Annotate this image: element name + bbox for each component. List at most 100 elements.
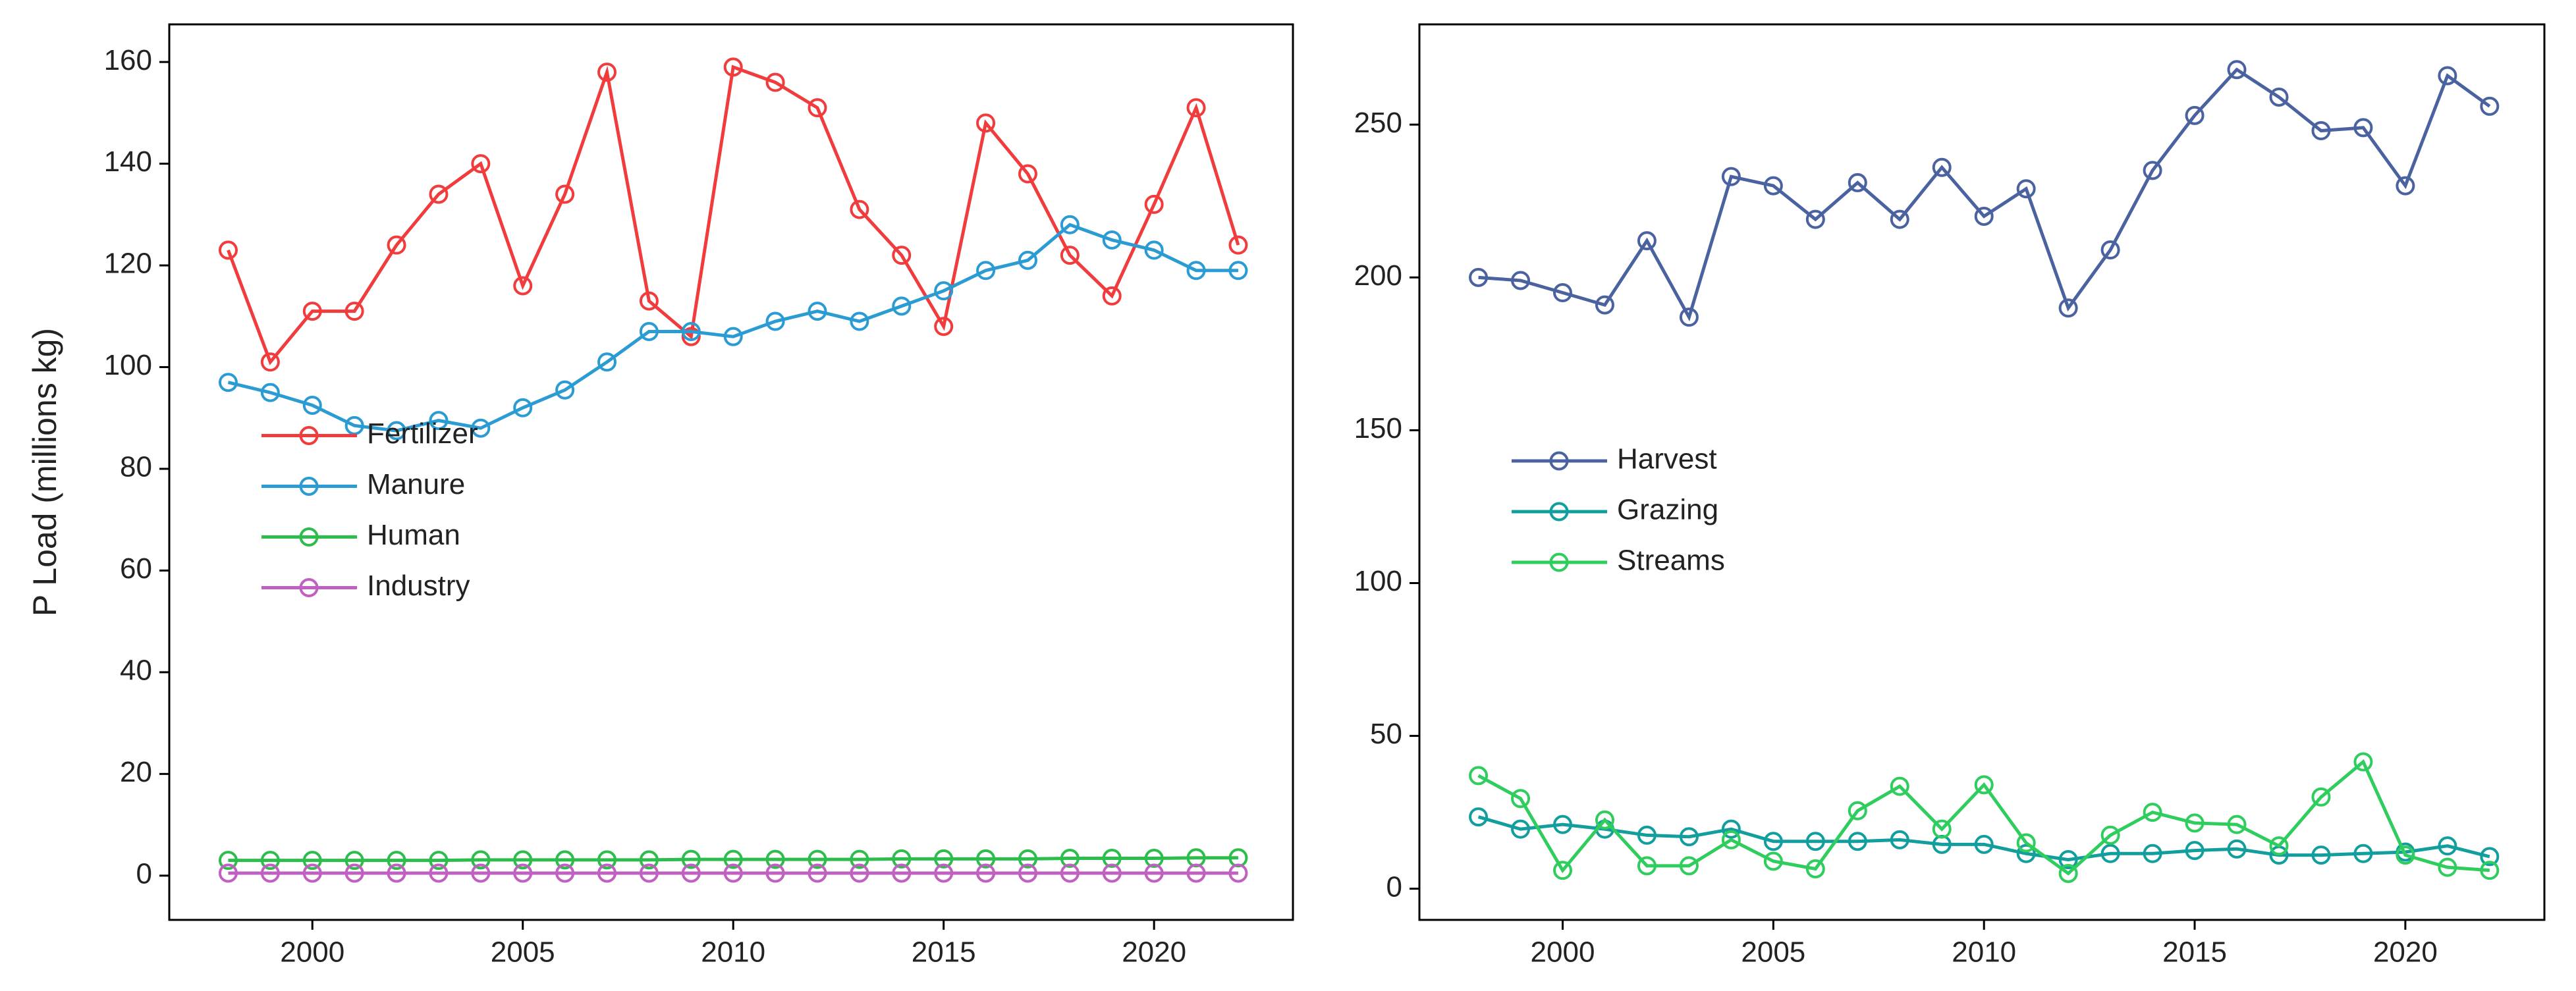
point xyxy=(1763,832,1783,851)
series xyxy=(1469,807,2500,870)
point xyxy=(765,72,785,92)
point xyxy=(1186,98,1206,118)
point xyxy=(302,302,322,321)
point xyxy=(1186,261,1206,281)
point xyxy=(1932,819,1952,839)
y-tick-label: 250 xyxy=(1354,107,1402,139)
point xyxy=(513,398,533,417)
point xyxy=(1805,859,1825,878)
point xyxy=(2100,844,2120,863)
point xyxy=(2396,176,2415,196)
x-tick-label: 2010 xyxy=(1952,936,2016,969)
x-tick-label: 2000 xyxy=(280,936,344,969)
point xyxy=(723,57,743,77)
series xyxy=(218,215,1248,441)
point xyxy=(808,863,827,883)
point xyxy=(808,98,827,118)
point xyxy=(765,849,785,869)
legend-label: Harvest xyxy=(1617,443,1717,475)
point xyxy=(639,321,659,341)
point xyxy=(429,184,449,204)
point xyxy=(1102,849,1122,869)
point xyxy=(2438,836,2457,856)
point xyxy=(1721,167,1741,186)
point xyxy=(1932,157,1952,177)
point xyxy=(1102,230,1122,250)
point xyxy=(2480,847,2500,867)
y-axis-label: P Load (millions kg) xyxy=(26,328,63,616)
point xyxy=(1102,286,1122,306)
series xyxy=(218,57,1248,372)
point xyxy=(1637,825,1657,845)
y-tick-label: 200 xyxy=(1354,259,1402,292)
x-tick-label: 2005 xyxy=(1741,936,1805,969)
point xyxy=(2143,844,2162,863)
point xyxy=(387,235,406,255)
point xyxy=(2058,850,2078,870)
legend-label: Fertilizer xyxy=(367,417,478,450)
point xyxy=(2016,844,2036,863)
point xyxy=(1848,173,1867,192)
point xyxy=(2058,863,2078,883)
point xyxy=(1228,235,1248,255)
x-tick-label: 2015 xyxy=(2162,936,2227,969)
legend-marker xyxy=(299,477,319,496)
point xyxy=(681,321,701,341)
point xyxy=(765,863,785,883)
point xyxy=(387,851,406,870)
y-tick-label: 60 xyxy=(120,552,152,585)
point xyxy=(302,395,322,415)
y-tick-label: 160 xyxy=(104,44,152,76)
point xyxy=(260,352,280,372)
point xyxy=(1679,827,1699,847)
x-tick-label: 2020 xyxy=(1122,936,1186,969)
y-tick-label: 120 xyxy=(104,248,152,280)
point xyxy=(597,850,617,870)
point xyxy=(892,849,912,869)
point xyxy=(513,863,533,883)
point xyxy=(850,311,869,331)
point xyxy=(639,863,659,883)
point xyxy=(218,373,238,392)
point xyxy=(1144,863,1164,883)
point xyxy=(1144,194,1164,214)
point xyxy=(344,863,364,883)
point xyxy=(1848,801,1867,820)
point xyxy=(1060,215,1080,234)
point xyxy=(555,184,575,204)
point xyxy=(429,411,449,431)
legend-marker xyxy=(1549,552,1569,572)
point xyxy=(808,849,827,869)
point xyxy=(2353,752,2373,772)
point xyxy=(2227,815,2247,834)
point xyxy=(723,849,743,869)
point xyxy=(850,200,869,219)
point xyxy=(2227,60,2247,80)
point xyxy=(892,296,912,316)
point xyxy=(1721,830,1741,849)
legend-label: Grazing xyxy=(1617,494,1718,526)
point xyxy=(1552,815,1572,834)
y-tick-label: 0 xyxy=(136,857,152,890)
y-tick-label: 100 xyxy=(104,349,152,381)
point xyxy=(1228,261,1248,281)
series xyxy=(1469,752,2500,883)
point xyxy=(387,863,406,883)
point xyxy=(1679,308,1699,327)
point xyxy=(1637,231,1657,251)
point xyxy=(597,352,617,372)
point xyxy=(344,851,364,870)
point xyxy=(2311,121,2331,141)
point xyxy=(260,851,280,870)
point xyxy=(892,246,912,265)
point xyxy=(1974,834,1994,854)
point xyxy=(2185,813,2205,833)
point xyxy=(976,849,996,869)
point xyxy=(555,850,575,870)
legend-marker xyxy=(299,527,319,547)
point xyxy=(2353,118,2373,138)
point xyxy=(1511,789,1531,809)
point xyxy=(639,291,659,311)
point xyxy=(218,851,238,870)
plot-frame xyxy=(1418,23,2546,921)
